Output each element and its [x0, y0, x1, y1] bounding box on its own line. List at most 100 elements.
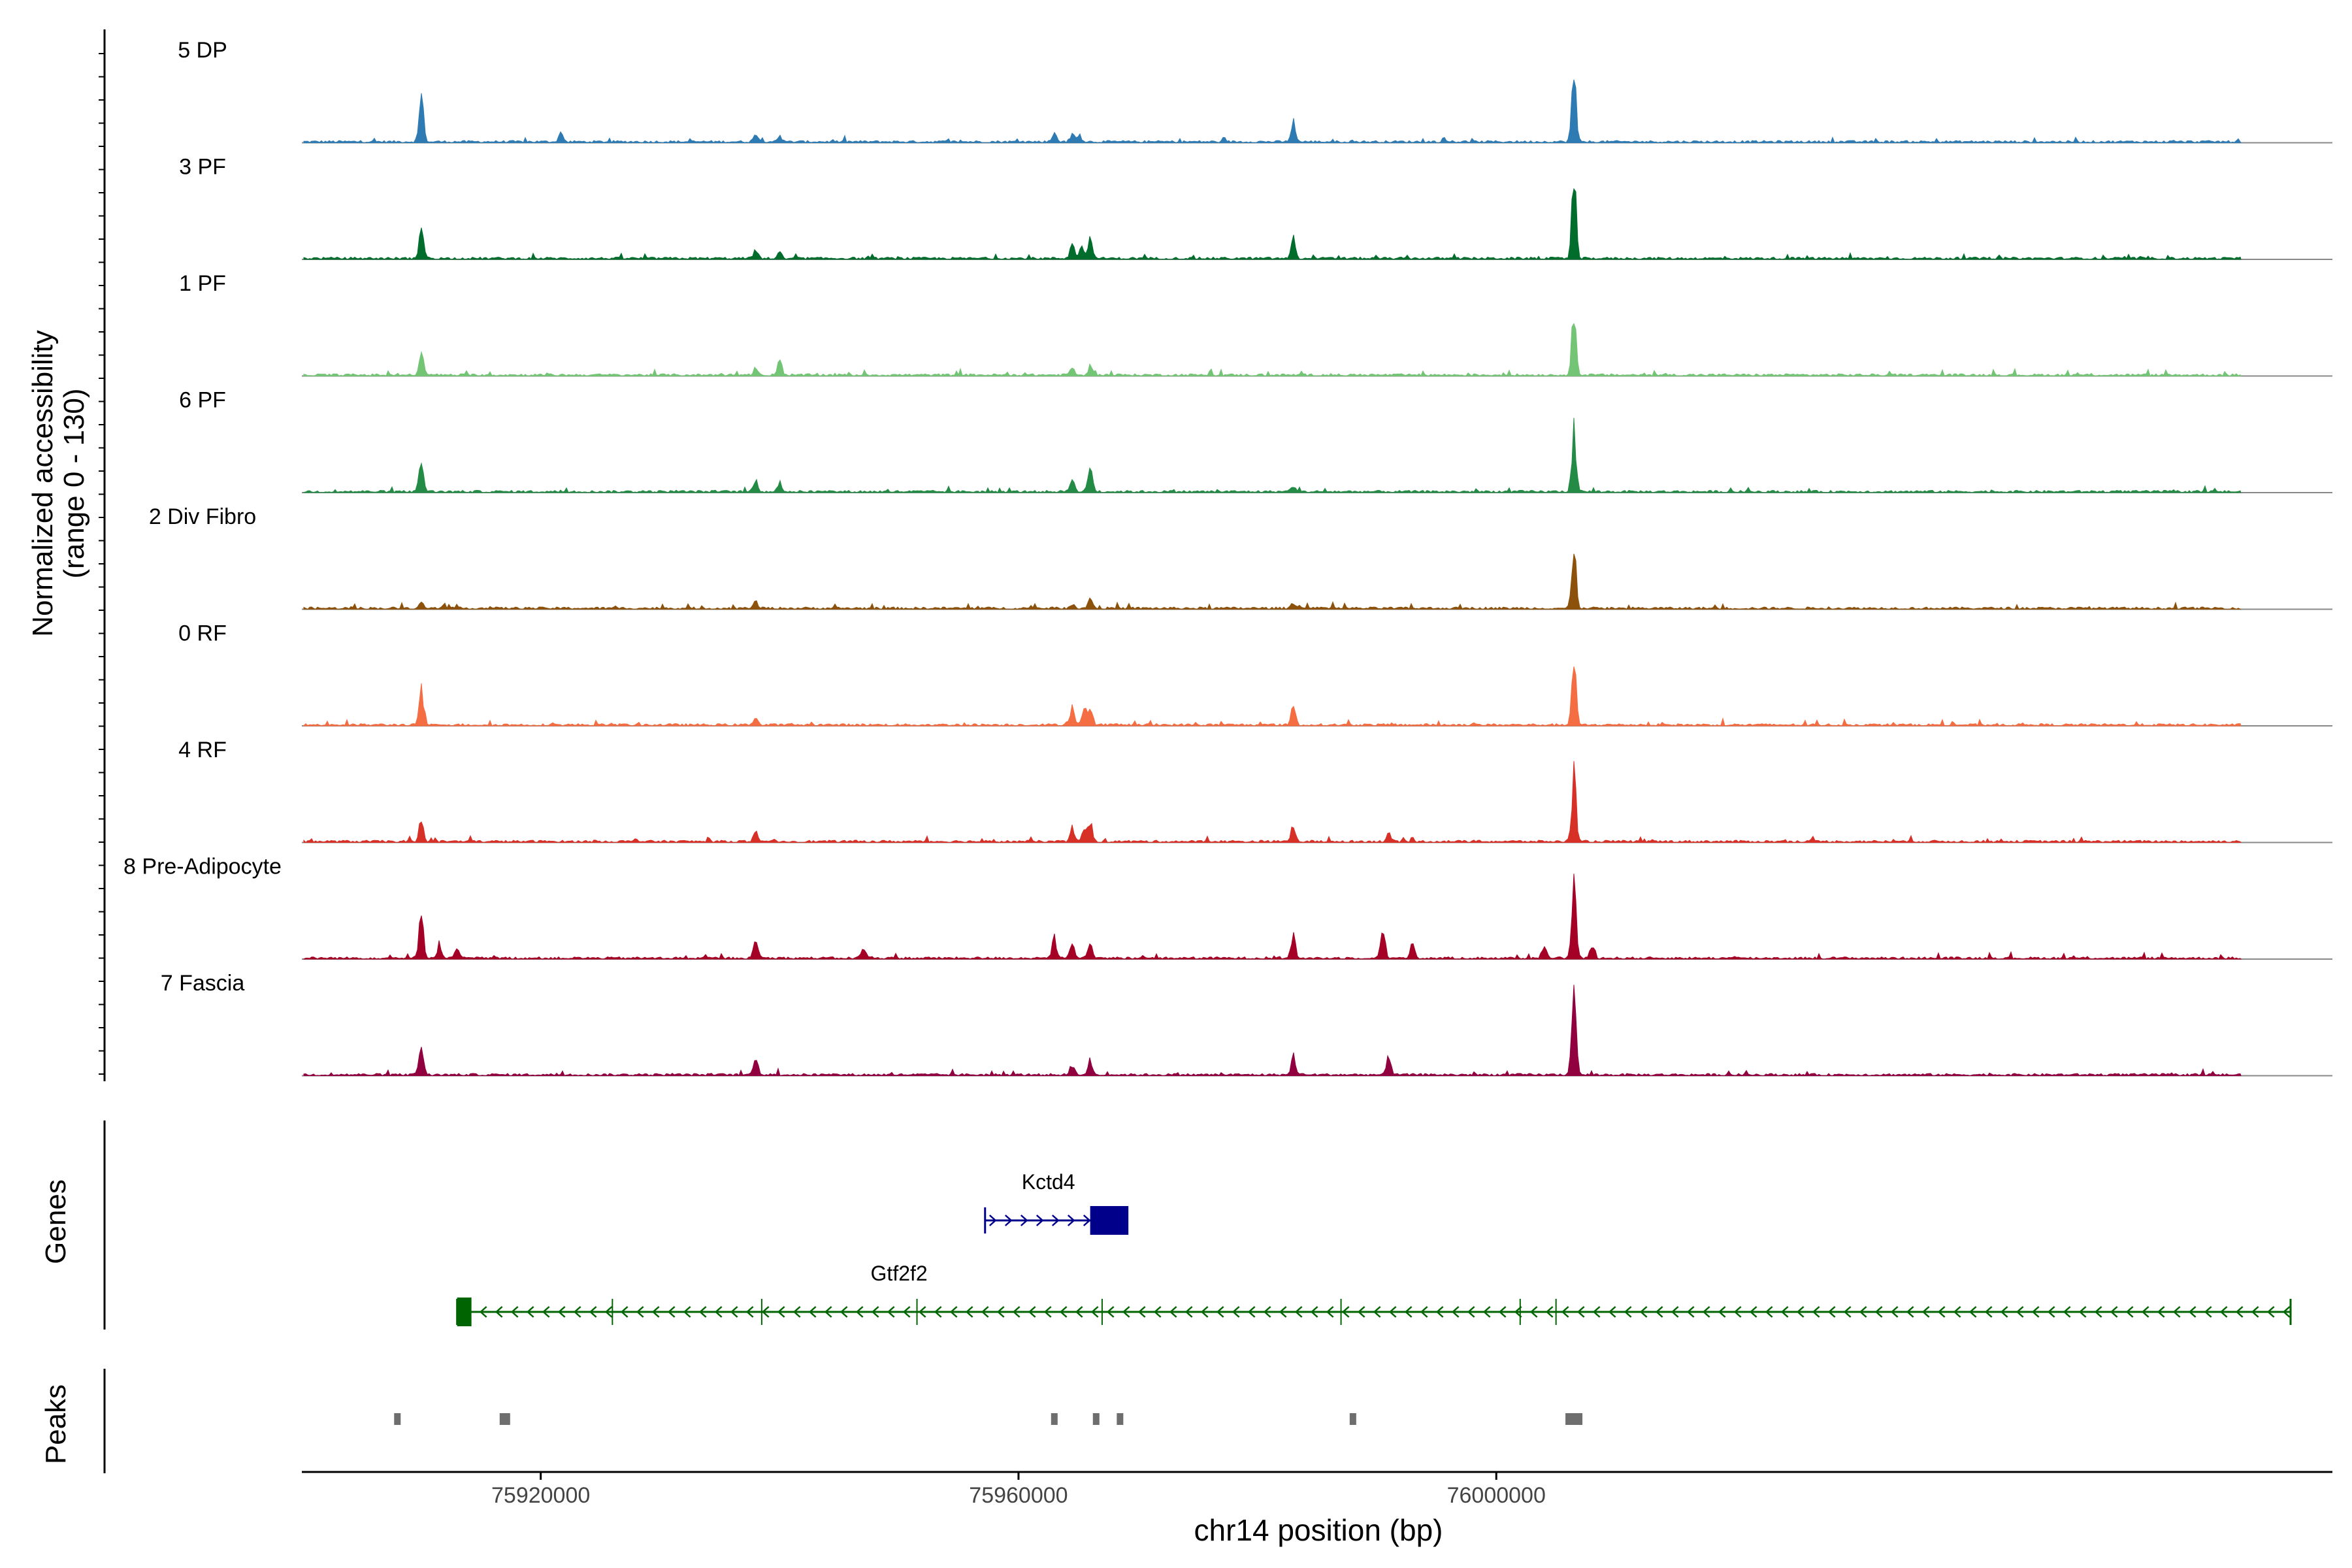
- strand-arrow: [1529, 1306, 1538, 1318]
- y-axis-label: Normalized accessibility: [27, 330, 59, 636]
- strand-arrow: [2063, 1306, 2071, 1318]
- coverage-tracks: 5 DP 3 PF 1 PF 6 PF 2 Div Fibro 0 RF 4 RF 8 Pre…: [99, 29, 2332, 1081]
- x-tick-label: 76000000: [1447, 1483, 1546, 1508]
- gene-name: Kctd4: [1022, 1170, 1075, 1194]
- peaks-panel-label: Peaks: [40, 1384, 72, 1464]
- strand-arrow: [1051, 1215, 1060, 1226]
- strand-arrow: [1004, 1215, 1013, 1226]
- strand-arrow: [1843, 1306, 1852, 1318]
- strand-arrow: [1859, 1306, 1867, 1318]
- strand-arrow: [667, 1306, 676, 1318]
- strand-arrow: [1357, 1306, 1365, 1318]
- strand-arrow: [698, 1306, 707, 1318]
- strand-arrow: [2141, 1306, 2149, 1318]
- strand-arrow: [1812, 1306, 1820, 1318]
- x-tick-label: 75920000: [491, 1483, 590, 1508]
- coverage-signal: [303, 874, 2242, 960]
- strand-arrow: [855, 1306, 864, 1318]
- strand-arrow: [777, 1306, 785, 1318]
- strand-arrow: [1498, 1306, 1507, 1318]
- gene-annotation-panel: Kctd4 Gtf2f2: [103, 1120, 2292, 1330]
- strand-arrow: [1467, 1306, 1475, 1318]
- strand-arrow: [1639, 1306, 1648, 1318]
- gene-name: Gtf2f2: [871, 1262, 928, 1285]
- coverage-signal: [303, 553, 2242, 610]
- strand-arrow: [1106, 1306, 1115, 1318]
- peak-region: [1349, 1413, 1356, 1425]
- strand-arrow: [1576, 1306, 1585, 1318]
- strand-arrow: [808, 1306, 817, 1318]
- strand-arrow: [2188, 1306, 2197, 1318]
- exon-block: [457, 1298, 472, 1326]
- track-label: 0 RF: [178, 621, 227, 646]
- track-label: 4 RF: [178, 738, 227, 762]
- strand-arrow: [1028, 1306, 1036, 1318]
- strand-arrow: [1326, 1306, 1334, 1318]
- strand-arrow: [1545, 1306, 1554, 1318]
- strand-arrow: [2000, 1306, 2008, 1318]
- strand-arrow: [1702, 1306, 1710, 1318]
- coverage-signal: [303, 666, 2242, 727]
- strand-arrow: [1435, 1306, 1444, 1318]
- peak-region: [499, 1413, 510, 1425]
- strand-arrow: [1043, 1306, 1052, 1318]
- strand-arrow: [1184, 1306, 1193, 1318]
- strand-arrow: [1036, 1215, 1044, 1226]
- strand-arrow: [557, 1306, 566, 1318]
- strand-arrow: [1012, 1306, 1021, 1318]
- strand-arrow: [1310, 1306, 1318, 1318]
- strand-arrow: [934, 1306, 942, 1318]
- strand-arrow: [2219, 1306, 2228, 1318]
- strand-arrow: [1749, 1306, 1757, 1318]
- strand-arrow: [840, 1306, 848, 1318]
- strand-arrow: [1655, 1306, 1663, 1318]
- y-axis-title: Normalized accessibility (range 0 - 130): [27, 330, 90, 636]
- strand-arrow: [542, 1306, 550, 1318]
- strand-arrow: [1420, 1306, 1428, 1318]
- strand-arrow: [2078, 1306, 2087, 1318]
- gene-gtf2f2: Gtf2f2: [456, 1262, 2292, 1326]
- track-8-pre-adipocyte: 8 Pre-Adipocyte: [123, 855, 2332, 960]
- coverage-signal: [303, 323, 2242, 377]
- strand-arrow: [1561, 1306, 1569, 1318]
- strand-arrow: [2094, 1306, 2102, 1318]
- strand-arrow: [2110, 1306, 2118, 1318]
- strand-arrow: [1921, 1306, 1930, 1318]
- strand-arrow: [573, 1306, 581, 1318]
- strand-arrow: [2266, 1306, 2275, 1318]
- strand-arrow: [1075, 1306, 1083, 1318]
- strand-arrow: [714, 1306, 723, 1318]
- strand-arrow: [1906, 1306, 1914, 1318]
- strand-arrow: [620, 1306, 629, 1318]
- track-0-rf: 0 RF: [178, 621, 2332, 727]
- x-axis: 75920000 75960000 76000000: [302, 1471, 2332, 1508]
- strand-arrow: [745, 1306, 754, 1318]
- strand-arrow: [824, 1306, 832, 1318]
- strand-arrow: [1968, 1306, 1977, 1318]
- strand-arrow: [1514, 1306, 1522, 1318]
- track-2-div-fibro: 2 Div Fibro: [149, 504, 2332, 610]
- strand-arrow: [1247, 1306, 1256, 1318]
- track-label: 5 DP: [178, 38, 227, 63]
- track-label: 2 Div Fibro: [149, 504, 256, 529]
- strand-arrow: [988, 1215, 997, 1226]
- strand-arrow: [1263, 1306, 1271, 1318]
- strand-arrow: [589, 1306, 597, 1318]
- strand-arrow: [1827, 1306, 1836, 1318]
- strand-arrow: [965, 1306, 973, 1318]
- strand-arrow: [792, 1306, 801, 1318]
- strand-arrow: [2157, 1306, 2165, 1318]
- strand-arrow: [526, 1306, 534, 1318]
- strand-arrow: [1624, 1306, 1632, 1318]
- strand-arrow: [1232, 1306, 1240, 1318]
- strand-arrow: [2125, 1306, 2134, 1318]
- strand-arrow: [1404, 1306, 1413, 1318]
- peak-region: [1051, 1413, 1058, 1425]
- strand-arrow: [730, 1306, 738, 1318]
- strand-arrow: [1279, 1306, 1287, 1318]
- strand-arrow: [1686, 1306, 1695, 1318]
- strand-arrow: [1874, 1306, 1883, 1318]
- strand-arrow: [636, 1306, 644, 1318]
- strand-arrow: [1592, 1306, 1601, 1318]
- track-5-dp: 5 DP: [178, 38, 2332, 144]
